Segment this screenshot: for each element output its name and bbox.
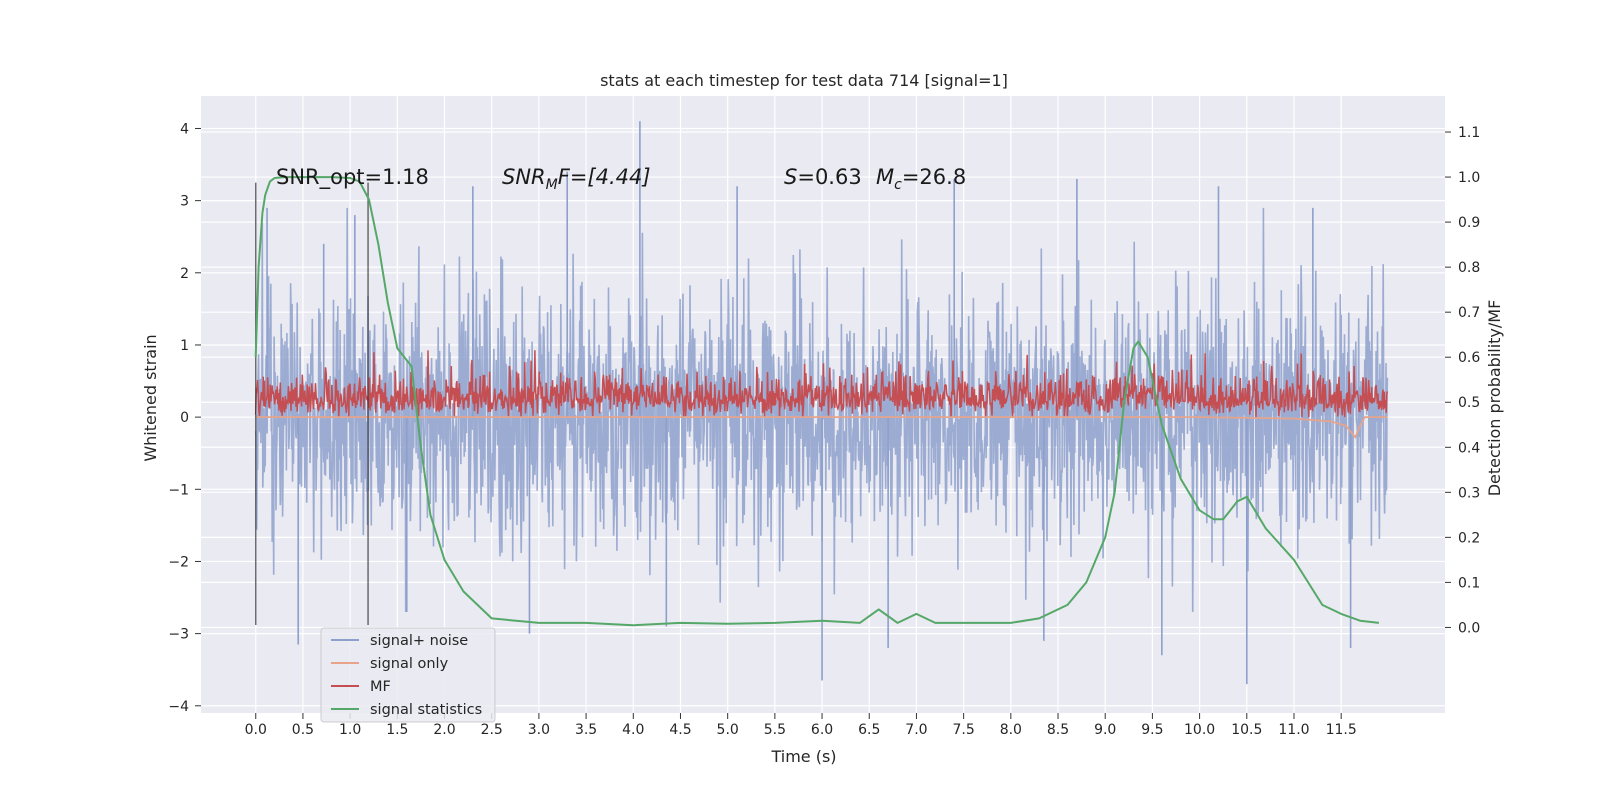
signal-only-series [255, 416, 1388, 440]
y-right-tick-label: 0.9 [1458, 215, 1480, 231]
x-tick-label: 5.5 [764, 722, 786, 738]
x-tick-label: 7.0 [905, 722, 927, 738]
chart-title: stats at each timestep for test data 714… [600, 71, 1008, 90]
y-axis-left-ticks: 4 3 2 1 0 −1 −2 −3 −4 [168, 121, 201, 715]
snr-mf-annotation: SNRMF=[4.44] [502, 165, 651, 193]
y-tick-label: −2 [168, 554, 189, 570]
x-tick-label: 4.5 [669, 722, 691, 738]
x-tick-label: 11.0 [1278, 722, 1309, 738]
x-tick-label: 2.0 [433, 722, 455, 738]
y-tick-label: 1 [180, 338, 189, 354]
legend-box [320, 627, 496, 723]
x-tick-label: 10.5 [1231, 722, 1262, 738]
x-tick-label: 1.0 [339, 722, 361, 738]
legend-label-signal-only: signal only [370, 656, 449, 672]
x-tick-label: 0.5 [292, 722, 314, 738]
y-right-tick-label: 0.0 [1458, 620, 1480, 636]
y-tick-label: −1 [168, 482, 189, 498]
x-tick-label: 9.5 [1141, 722, 1163, 738]
x-tick-label: 3.0 [528, 722, 550, 738]
x-tick-label: 3.5 [575, 722, 597, 738]
x-tick-label: 7.5 [953, 722, 975, 738]
snr-mf-subscript: M [546, 177, 558, 193]
y-right-tick-label: 1.0 [1458, 170, 1480, 186]
y-axis-right-ticks: 1.1 1.0 0.9 0.8 0.7 0.6 0.5 0.4 0.3 0.2 0.1 0.0 [1445, 125, 1480, 636]
x-tick-label: 5.0 [717, 722, 739, 738]
legend-label-noise: signal+ noise [370, 633, 468, 649]
s-main: S [784, 165, 797, 189]
s-rest: =0.63 [797, 165, 861, 189]
y-right-tick-label: 0.1 [1458, 575, 1480, 591]
signal-statistics-series [254, 176, 1380, 627]
signal-only-line [255, 416, 1388, 440]
x-tick-label: 8.0 [1000, 722, 1022, 738]
y-tick-label: 0 [180, 410, 189, 426]
y-tick-label: −4 [168, 699, 189, 715]
y-right-tick-label: 0.2 [1458, 530, 1480, 546]
s-annotation: S=0.63 [784, 165, 862, 189]
mc-main: M [876, 165, 894, 189]
x-tick-label: 8.5 [1047, 722, 1069, 738]
signal-statistics-line [254, 176, 1380, 627]
legend-label-signal-statistics: signal statistics [370, 702, 482, 718]
y-right-tick-label: 0.4 [1458, 440, 1480, 456]
x-tick-label: 4.0 [622, 722, 644, 738]
x-axis-label: Time (s) [770, 747, 836, 766]
mf-series [254, 350, 1389, 418]
x-tick-label: 0.0 [245, 722, 267, 738]
mc-rest: =26.8 [902, 165, 966, 189]
y-axis-right-label: Detection probability/MF [1485, 300, 1504, 497]
x-tick-label: 9.0 [1094, 722, 1116, 738]
x-tick-label: 6.5 [858, 722, 880, 738]
y-right-tick-label: 1.1 [1458, 125, 1480, 141]
y-right-tick-label: 0.7 [1458, 305, 1480, 321]
y-tick-label: −3 [168, 627, 189, 643]
x-axis-ticks: 0.0 0.5 1.0 1.5 2.0 2.5 3.0 3.5 4.0 4.5 5.0 5.5 6.0 6… [245, 713, 1357, 738]
snr-mf-main: SNR [502, 165, 546, 189]
snr-opt-annotation: SNR_opt=1.18 [276, 165, 429, 190]
y-right-tick-label: 0.3 [1458, 485, 1480, 501]
legend: signal+ noise signal only MF signal stat… [320, 627, 496, 723]
legend-label-mf: MF [370, 679, 391, 695]
signal-noise-trace [254, 207, 1389, 613]
x-tick-label: 2.5 [481, 722, 503, 738]
y-tick-label: 2 [180, 266, 189, 282]
snr-mf-rest: F=[4.44] [558, 165, 651, 189]
y-tick-label: 3 [180, 194, 189, 210]
mc-annotation: Mc=26.8 [876, 165, 966, 193]
x-tick-label: 6.0 [811, 722, 833, 738]
x-tick-label: 11.5 [1326, 722, 1357, 738]
y-right-tick-label: 0.8 [1458, 260, 1480, 276]
x-tick-label: 1.5 [386, 722, 408, 738]
x-tick-label: 10.0 [1184, 722, 1215, 738]
mc-subscript: c [894, 177, 902, 193]
y-right-tick-label: 0.5 [1458, 395, 1480, 411]
y-tick-label: 4 [180, 121, 189, 137]
y-axis-label: Whitened strain [141, 334, 160, 461]
mf-trace [254, 350, 1389, 418]
y-right-tick-label: 0.6 [1458, 350, 1480, 366]
vertical-markers [255, 182, 369, 625]
